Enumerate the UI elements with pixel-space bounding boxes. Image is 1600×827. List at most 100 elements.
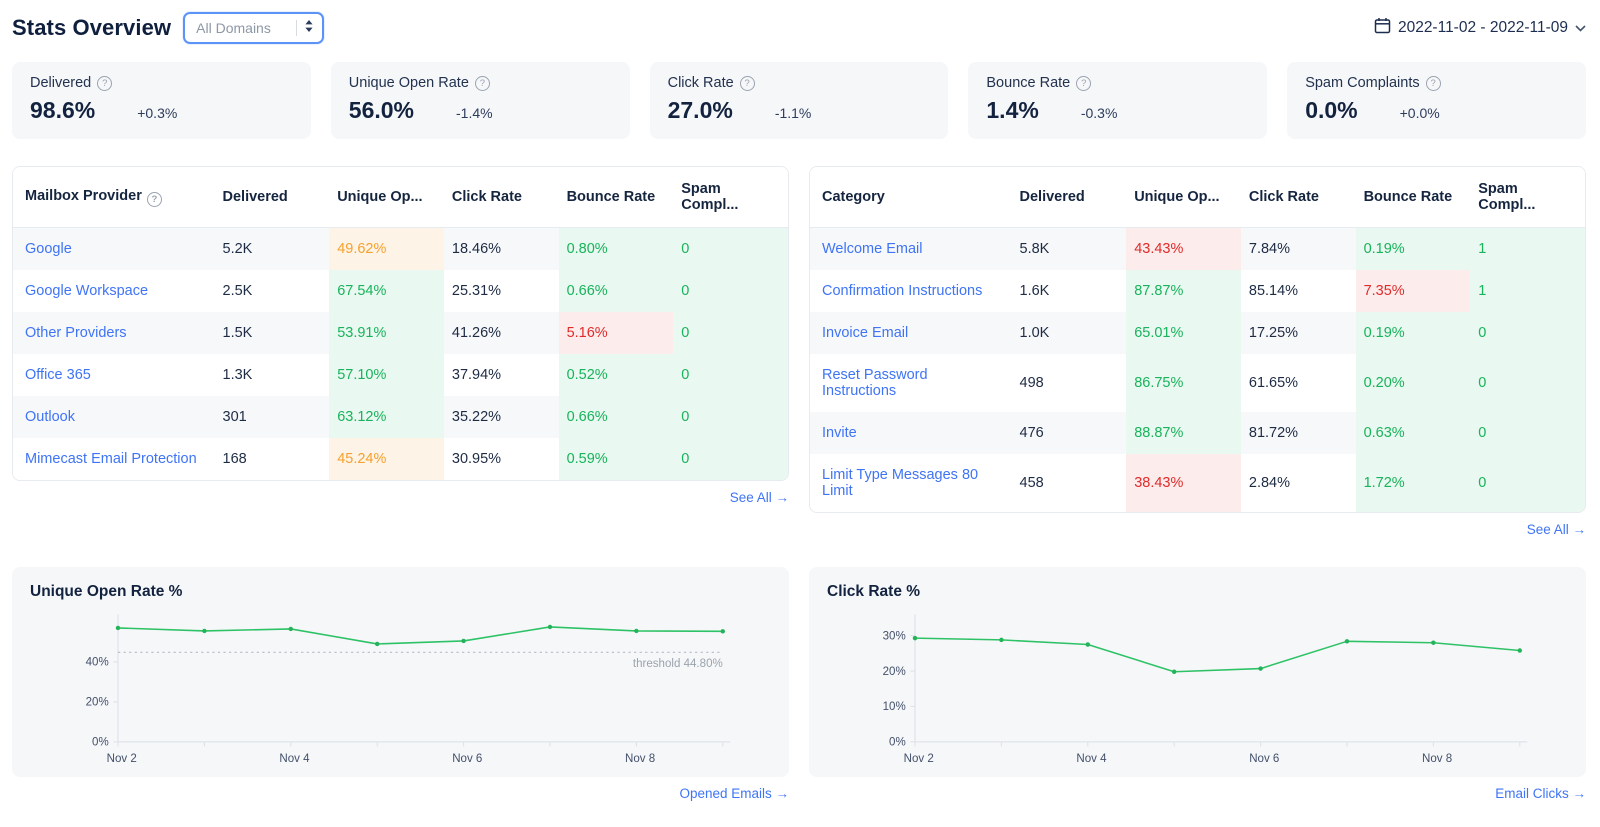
name-cell: Office 365 — [13, 354, 215, 396]
column-header: Delivered — [214, 167, 330, 228]
date-range-text: 2022-11-02 - 2022-11-09 — [1397, 19, 1568, 36]
domain-select[interactable]: All Domains — [183, 12, 325, 44]
bounce-cell: 0.19% — [1355, 312, 1471, 354]
line-chart: 0% 20% 40% Nov 2 Nov 4 Nov 6 Nov 8 threshold 44… — [86, 614, 731, 765]
category-link[interactable]: Reset Password Instructions — [822, 367, 928, 399]
mailbox-provider-link[interactable]: Other Providers — [25, 325, 127, 341]
unique-open-cell: 87.87% — [1126, 270, 1241, 312]
bounce-cell: 1.72% — [1355, 454, 1471, 512]
click-rate-cell: 37.94% — [443, 354, 559, 396]
table-row: Confirmation Instructions 1.6K 87.87% 85.14… — [810, 270, 1585, 312]
delivered-cell: 458 — [1011, 454, 1127, 512]
click-rate-cell: 85.14% — [1240, 270, 1356, 312]
unique-open-cell: 88.87% — [1126, 412, 1241, 454]
bounce-cell: 0.20% — [1355, 354, 1471, 412]
column-header: Mailbox Provider? — [13, 167, 215, 228]
see-all-link[interactable]: See All → — [729, 490, 789, 505]
chart-title: Unique Open Rate % — [30, 583, 183, 600]
help-icon[interactable]: ? — [1076, 75, 1092, 91]
column-header: Unique Op... — [329, 167, 444, 228]
see-all-link[interactable]: See All → — [1526, 522, 1586, 537]
name-cell: Reset Password Instructions — [810, 354, 1012, 412]
domain-select-value: All Domains — [196, 20, 271, 36]
table-row: Office 365 1.3K 57.10% 37.94% 0.52% 0 — [13, 354, 788, 396]
mailbox-provider-link[interactable]: Google — [25, 241, 72, 257]
chart-column-1: Click Rate % 0% 10% 20% 30% Nov 2 Nov 4 Nov 6 No… — [809, 567, 1586, 801]
help-icon[interactable]: ? — [1425, 75, 1441, 91]
stat-card-delta: -1.4% — [456, 105, 493, 121]
svg-text:Nov 6: Nov 6 — [1249, 753, 1279, 765]
category-link[interactable]: Welcome Email — [822, 241, 923, 257]
stat-card-label: Unique Open Rate — [348, 75, 469, 91]
unique-open-cell: 49.62% — [329, 227, 444, 270]
svg-text:0%: 0% — [92, 737, 109, 749]
name-cell: Invite — [810, 412, 1012, 454]
table-header-row: Mailbox Provider? Delivered Unique Op... Cl… — [13, 167, 788, 228]
unique-open-cell: 38.43% — [1126, 454, 1241, 512]
stat-card-delivered: Delivered? 98.6% +0.3% — [12, 62, 311, 139]
bounce-cell: 0.52% — [558, 354, 674, 396]
mailbox-provider-link[interactable]: Office 365 — [25, 367, 91, 383]
bounce-cell: 0.80% — [558, 227, 674, 270]
column-header: Spam Compl... — [1470, 167, 1585, 228]
help-icon[interactable]: ? — [97, 75, 113, 91]
name-cell: Limit Type Messages 80 Limit — [810, 454, 1012, 512]
help-icon[interactable]: ? — [146, 191, 162, 207]
calendar-icon — [1374, 17, 1391, 39]
date-range-picker[interactable]: 2022-11-02 - 2022-11-09 — [1374, 17, 1586, 39]
category-link[interactable]: Invite — [822, 425, 857, 441]
name-cell: Invoice Email — [810, 312, 1012, 354]
threshold-label: threshold 44.80% — [633, 658, 723, 670]
email-clicks-link[interactable]: Email Clicks → — [1495, 786, 1586, 801]
data-point — [1344, 639, 1350, 644]
stat-card-value: 56.0% — [348, 97, 415, 123]
table-row: Mimecast Email Protection 168 45.24% 30.95%… — [13, 438, 788, 480]
mailbox-provider-link[interactable]: Outlook — [25, 409, 75, 425]
mailbox-provider-link[interactable]: Mimecast Email Protection — [25, 451, 197, 467]
unique-open-cell: 65.01% — [1126, 312, 1241, 354]
data-point — [1171, 669, 1177, 674]
spam-cell: 0 — [1470, 312, 1585, 354]
delivered-cell: 301 — [214, 396, 330, 438]
bounce-cell: 0.66% — [558, 396, 674, 438]
category-link[interactable]: Limit Type Messages 80 Limit — [822, 467, 979, 499]
data-point — [461, 638, 466, 644]
name-cell: Google — [13, 227, 215, 270]
data-point — [288, 626, 294, 632]
name-cell: Google Workspace — [13, 270, 215, 312]
spam-cell: 0 — [673, 312, 788, 354]
column-header: Delivered — [1011, 167, 1127, 228]
opened-emails-link[interactable]: Opened Emails → — [679, 786, 789, 801]
category-link[interactable]: Invoice Email — [822, 325, 909, 341]
unique-open-cell: 63.12% — [329, 396, 444, 438]
delivered-cell: 1.0K — [1011, 312, 1127, 354]
category-link[interactable]: Confirmation Instructions — [822, 283, 983, 299]
click-rate-cell: 18.46% — [443, 227, 559, 270]
data-point — [547, 624, 553, 630]
delivered-cell: 2.5K — [214, 270, 330, 312]
name-cell: Mimecast Email Protection — [13, 438, 215, 480]
mailbox-provider-link[interactable]: Google Workspace — [25, 283, 149, 299]
stat-card-delta: -0.3% — [1080, 105, 1118, 121]
svg-text:Nov 4: Nov 4 — [279, 753, 310, 765]
top-bar: Stats Overview All Domains 2022-11-02 - … — [12, 8, 1586, 48]
stat-card-delta: -1.1% — [774, 105, 812, 121]
click-rate-cell: 81.72% — [1240, 412, 1356, 454]
delivered-cell: 1.3K — [214, 354, 330, 396]
help-icon[interactable]: ? — [474, 75, 490, 91]
svg-text:Nov 2: Nov 2 — [904, 753, 934, 765]
svg-text:Nov 8: Nov 8 — [1422, 753, 1452, 765]
stat-card-unique-open-rate: Unique Open Rate? 56.0% -1.4% — [330, 62, 630, 139]
table-column-mailbox-provider: Mailbox Provider? Delivered Unique Op... Cl… — [12, 166, 789, 505]
spam-cell: 1 — [1470, 270, 1585, 312]
select-divider — [296, 20, 298, 36]
table-row: Limit Type Messages 80 Limit 458 38.43% 2.8… — [810, 454, 1585, 512]
bounce-cell: 0.59% — [558, 438, 674, 480]
chart-card: Click Rate % 0% 10% 20% 30% Nov 2 Nov 4 Nov 6 No… — [809, 567, 1586, 777]
chart-title: Click Rate % — [827, 583, 921, 600]
svg-text:Nov 4: Nov 4 — [1076, 753, 1107, 765]
stat-card-delta: +0.0% — [1399, 105, 1440, 121]
stat-card-bounce-rate: Bounce Rate? 1.4% -0.3% — [968, 62, 1268, 139]
help-icon[interactable]: ? — [739, 75, 755, 91]
data-point — [202, 628, 207, 634]
